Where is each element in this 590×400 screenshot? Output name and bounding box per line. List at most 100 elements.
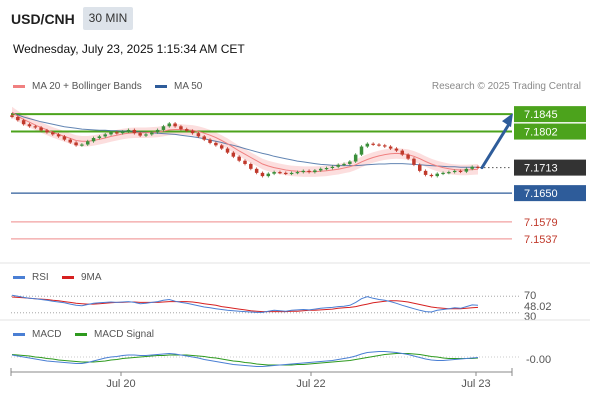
candle-body (74, 142, 78, 146)
candle-body (394, 148, 399, 151)
candle-body (324, 168, 329, 170)
candle-body (97, 136, 102, 139)
rsi-legend-label: RSI (32, 272, 49, 283)
candle-body (39, 127, 43, 131)
legend-macd-signal: MACD Signal (75, 329, 154, 340)
x-tick-label: Jul 23 (461, 378, 490, 390)
candle-body (359, 146, 364, 155)
candle-body (33, 126, 38, 128)
candle-body (243, 160, 247, 164)
candle-body (400, 150, 405, 155)
candle-body (412, 158, 416, 165)
weak-support-label: 7.1537 (524, 234, 558, 246)
candle-body (342, 163, 346, 166)
ma50-legend-label: MA 50 (174, 81, 203, 92)
datetime-label: Wednesday, July 23, 2025 1:15:34 AM CET (13, 42, 245, 56)
ma50-line (11, 112, 478, 168)
candle-body (307, 170, 311, 173)
candle-body (476, 166, 480, 168)
candle-body (423, 170, 428, 175)
candle-body (272, 172, 276, 174)
resistance-tag (514, 123, 586, 140)
candle-body (330, 166, 335, 169)
current-price-label: 7.1713 (524, 163, 558, 175)
weak-support-label: 7.1579 (524, 217, 558, 229)
candle-body (161, 126, 166, 130)
macd-swatch (13, 332, 25, 336)
candle-body (21, 120, 26, 125)
candle-body (155, 129, 160, 133)
rsi-last-value: 48.02 (524, 301, 552, 313)
candle-body (377, 144, 381, 146)
support-tag (514, 185, 586, 202)
macd-tick-zero: -0.00 (526, 354, 551, 366)
rsi-swatch (13, 275, 25, 279)
candle-body (190, 130, 195, 134)
candle-body (80, 144, 84, 146)
candle-body (383, 145, 387, 147)
current-price-tag (514, 159, 586, 176)
legend-ma50: MA 50 (155, 81, 202, 92)
candle-body (173, 123, 177, 127)
candle-body (336, 164, 340, 167)
bollinger-band (12, 106, 478, 177)
candle-body (249, 163, 253, 169)
candle-body (418, 164, 422, 171)
candle-body (27, 124, 32, 127)
signal-swatch (75, 332, 87, 336)
candle-body (132, 129, 137, 134)
candle-body (16, 116, 20, 121)
legend-9ma: 9MA (62, 272, 102, 283)
candle-body (144, 134, 148, 136)
candle-body (284, 172, 288, 175)
candle-body (85, 141, 90, 145)
macd-legend-label: MACD (32, 329, 62, 340)
candle-body (365, 143, 370, 147)
candle-body (237, 156, 241, 161)
legend-macd: MACD (13, 329, 61, 340)
signal-legend-label: MACD Signal (94, 329, 155, 340)
symbol-title: USD/CNH (11, 11, 75, 27)
candle-body (56, 134, 61, 137)
legend-ma20: MA 20 + Bollinger Bands (13, 81, 142, 92)
candle-body (62, 136, 67, 140)
candle-body (126, 129, 131, 132)
candle-body (45, 130, 49, 133)
candle-body (225, 148, 230, 153)
price-panel: 7.1845 7.1802 7.1650 7.1579 7.1537 7.1713 (0, 106, 590, 264)
candle-body (254, 168, 259, 173)
candle-body (185, 129, 189, 131)
candle-body (208, 139, 212, 143)
candle-body (458, 170, 463, 173)
ma20-swatch (13, 84, 25, 88)
candle-body (441, 172, 445, 175)
candle-body (388, 146, 393, 149)
candle-body (179, 126, 183, 130)
rsi-tick-70: 70 (524, 290, 536, 302)
candle-body (260, 172, 265, 177)
ma9-swatch (62, 275, 74, 279)
candle-body (301, 170, 305, 173)
candle-body (371, 143, 375, 145)
candle-body (406, 154, 410, 159)
candle-body (214, 142, 218, 146)
candle-body (115, 132, 119, 134)
x-axis: Jul 20 Jul 22 Jul 23 (10, 368, 513, 390)
legend-rsi: RSI (13, 272, 49, 283)
candle-body (353, 154, 358, 162)
ma20-line (11, 111, 479, 173)
candle-body (103, 134, 107, 137)
candle-body (348, 161, 352, 164)
forecast-arrow-head (502, 113, 513, 128)
candle-body (120, 131, 125, 134)
candle-body (295, 172, 300, 174)
candle-body (138, 133, 142, 136)
ma50-swatch (155, 84, 167, 88)
timeframe-badge[interactable]: 30 MIN (83, 7, 133, 30)
ma9-legend-label: 9MA (81, 272, 102, 283)
x-tick-label: Jul 22 (296, 378, 325, 390)
macd-line (11, 351, 479, 367)
resistance-label: 7.1802 (524, 127, 558, 139)
